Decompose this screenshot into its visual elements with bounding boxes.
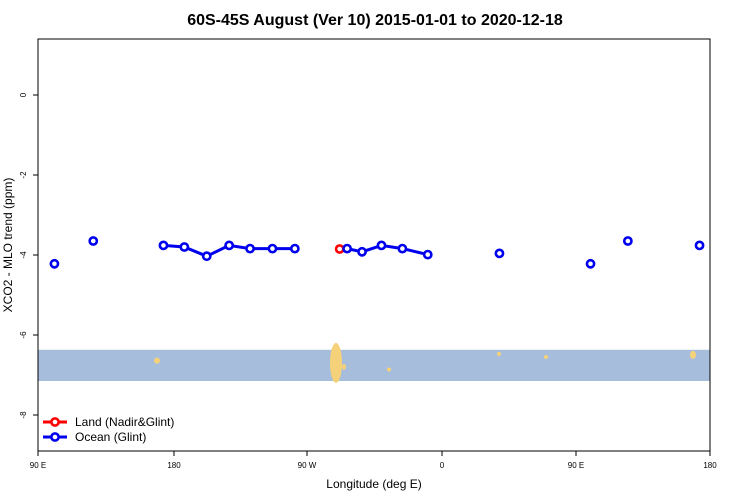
chart-title: 60S-45S August (Ver 10) 2015-01-01 to 20… xyxy=(187,12,563,29)
data-point xyxy=(267,243,278,254)
data-point xyxy=(201,251,212,262)
y-tick-label: -8 xyxy=(19,411,28,419)
x-tick-label: 0 xyxy=(440,461,445,470)
y-tick-label: 0 xyxy=(19,92,28,97)
background-band xyxy=(38,342,710,383)
data-point xyxy=(88,236,99,246)
data-point xyxy=(179,242,190,252)
y-axis: 0 -2 -4 -6 -8 xyxy=(19,92,38,419)
ocean-band xyxy=(38,349,710,381)
legend-marker xyxy=(50,417,60,427)
data-point xyxy=(422,249,433,260)
series-points xyxy=(49,236,705,269)
land-mass xyxy=(154,357,160,364)
y-tick-label: -6 xyxy=(19,331,28,339)
data-point xyxy=(245,243,255,254)
x-axis: 90 E 180 90 W 0 90 E 180 xyxy=(30,451,717,470)
x-tick-label: 180 xyxy=(703,461,717,470)
data-point xyxy=(585,258,596,269)
data-point xyxy=(158,240,169,251)
legend: Land (Nadir&Glint)Ocean (Glint) xyxy=(43,415,174,444)
data-point xyxy=(49,258,60,269)
land-mass xyxy=(387,367,391,372)
land-mass xyxy=(497,351,501,356)
x-tick-label: 90 W xyxy=(298,461,317,470)
data-point xyxy=(494,248,505,259)
x-tick-label: 90 E xyxy=(568,461,584,470)
x-tick-label: 180 xyxy=(167,461,181,470)
land-mass xyxy=(690,350,696,359)
land-mass xyxy=(330,342,342,383)
x-tick-label: 90 E xyxy=(30,461,46,470)
x-axis-label: Longitude (deg E) xyxy=(326,477,421,491)
data-point xyxy=(694,240,705,251)
data-point xyxy=(397,243,408,254)
data-point xyxy=(334,244,345,254)
y-tick-label: -4 xyxy=(19,251,28,259)
data-point xyxy=(289,243,300,254)
data-point xyxy=(342,243,353,254)
y-axis-label: XCO2 - MLO trend (ppm) xyxy=(1,178,15,313)
data-point xyxy=(622,236,633,246)
data-point xyxy=(224,240,235,251)
legend-label: Land (Nadir&Glint) xyxy=(75,415,174,429)
data-point xyxy=(357,246,367,257)
data-point xyxy=(376,240,387,251)
land-mass xyxy=(544,355,548,360)
plot-frame xyxy=(37,38,711,452)
legend-marker xyxy=(50,432,60,442)
land-mass xyxy=(342,363,346,370)
legend-label: Ocean (Glint) xyxy=(75,430,146,444)
y-tick-label: -2 xyxy=(19,171,28,179)
